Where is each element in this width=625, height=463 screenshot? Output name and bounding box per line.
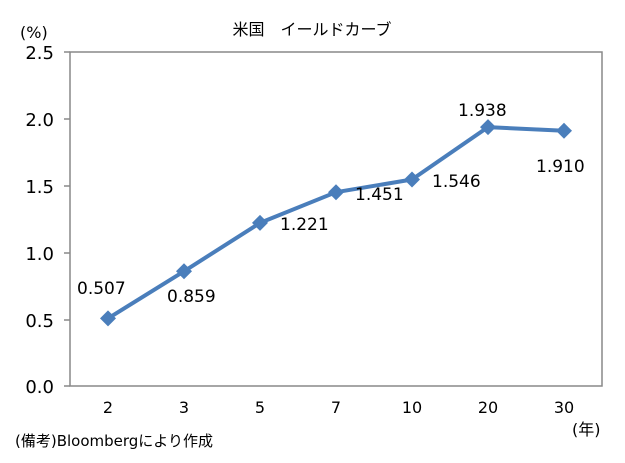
x-tick-label: 7 xyxy=(331,398,341,417)
y-tick-labels: 2.5 2.0 1.5 1.0 0.5 0.0 xyxy=(25,43,54,398)
data-point-marker xyxy=(100,310,116,327)
y-axis xyxy=(64,51,70,387)
series-markers xyxy=(100,119,572,327)
x-axis-unit: (年) xyxy=(572,420,601,439)
y-tick-label: 1.5 xyxy=(25,177,54,198)
x-tick-label: 20 xyxy=(478,398,498,417)
data-label: 1.451 xyxy=(355,185,404,205)
x-tick-label: 30 xyxy=(554,398,574,417)
source-note: (備考)Bloombergにより作成 xyxy=(15,432,213,450)
data-label: 0.507 xyxy=(77,279,126,299)
data-label: 1.910 xyxy=(536,157,585,177)
data-label: 1.546 xyxy=(432,172,481,192)
data-labels: 0.507 0.859 1.221 1.451 1.546 1.938 1.91… xyxy=(77,101,585,307)
x-tick-label: 10 xyxy=(402,398,422,417)
data-label: 1.221 xyxy=(280,215,329,235)
y-tick-label: 1.0 xyxy=(25,244,54,265)
data-point-marker xyxy=(480,119,496,136)
data-point-marker xyxy=(404,171,420,188)
data-point-marker xyxy=(176,263,192,280)
x-tick-label: 2 xyxy=(103,398,113,417)
x-tick-label: 5 xyxy=(255,398,265,417)
data-point-marker xyxy=(252,214,268,231)
y-axis-unit: (%) xyxy=(20,23,48,42)
y-tick-label: 0.0 xyxy=(25,377,54,398)
chart-title: 米国 イールドカーブ xyxy=(232,20,391,39)
y-tick-label: 2.5 xyxy=(25,43,54,64)
plot-area xyxy=(69,51,603,387)
y-tick-label: 0.5 xyxy=(25,311,54,332)
data-point-marker xyxy=(328,184,344,201)
data-label: 1.938 xyxy=(458,101,507,121)
y-tick-label: 2.0 xyxy=(25,110,54,131)
x-tick-label: 3 xyxy=(179,398,189,417)
data-point-marker xyxy=(556,122,572,139)
x-tick-labels: 2 3 5 7 10 20 30 xyxy=(103,398,574,417)
data-label: 0.859 xyxy=(167,287,216,307)
